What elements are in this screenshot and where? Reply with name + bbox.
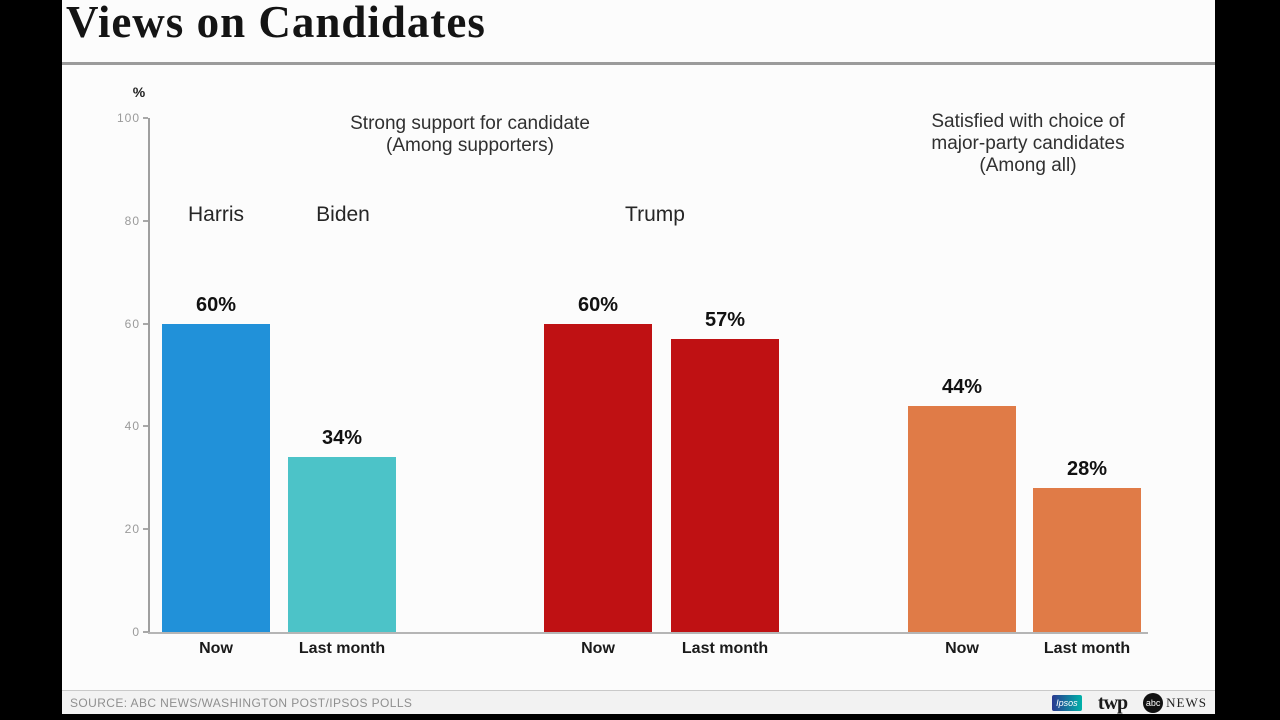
bar-value-label: 60% <box>577 293 619 316</box>
content-panel: Views on Candidates % 0 20 40 60 80 100 Stron… <box>62 0 1215 714</box>
y-tick-mark <box>143 322 148 325</box>
title-divider <box>62 62 1215 65</box>
x-axis-label: Last month <box>681 640 769 657</box>
bar-value-label: 34% <box>321 427 363 450</box>
bar-biden-last-month <box>288 457 396 632</box>
source-text: SOURCE: ABC NEWS/WASHINGTON POST/IPSOS P… <box>70 695 413 710</box>
page-title: Views on Candidates <box>66 0 486 47</box>
abc-news-wordmark: NEWS <box>1166 694 1207 710</box>
x-axis-line <box>148 632 1148 634</box>
candidate-label-harris: Harris <box>188 203 244 226</box>
y-tick-label-80: 80 <box>124 213 140 228</box>
group-header-line: (Among supporters) <box>386 135 554 156</box>
y-tick-label-20: 20 <box>124 522 140 537</box>
bar-value-label: 28% <box>1066 458 1108 481</box>
y-tick-mark <box>143 219 148 222</box>
abc-circle-icon: abc <box>1143 692 1164 713</box>
group-header-satisfied: Satisfied with choice of major-party can… <box>931 111 1124 177</box>
y-axis-unit-label: % <box>132 84 146 100</box>
candidate-label-biden: Biden <box>316 203 370 226</box>
candidate-label-trump: Trump <box>625 203 685 226</box>
bar-trump-last-month <box>671 339 779 632</box>
bar-value-label: 57% <box>704 309 746 332</box>
y-tick-label-0: 0 <box>132 625 140 639</box>
y-axis-line <box>148 118 150 632</box>
abc-news-logo: abc NEWS <box>1143 692 1207 713</box>
bar-value-label: 44% <box>941 375 983 398</box>
bar-trump-now <box>544 323 652 632</box>
y-tick-mark <box>143 631 148 633</box>
y-tick-mark <box>143 117 148 119</box>
x-axis-label: Now <box>581 640 615 657</box>
bar-value-label: 60% <box>195 293 237 316</box>
x-axis-label: Last month <box>1043 640 1131 657</box>
y-tick-label-100: 100 <box>116 111 140 125</box>
group-header-line: Satisfied with choice of <box>931 111 1125 132</box>
source-bar: SOURCE: ABC NEWS/WASHINGTON POST/IPSOS P… <box>62 690 1215 714</box>
washington-post-logo: twp <box>1097 691 1128 714</box>
group-header-line: major-party candidates <box>931 133 1125 154</box>
x-axis-label: Now <box>945 640 979 657</box>
x-axis-label: Last month <box>298 640 386 657</box>
y-tick-mark <box>143 425 148 428</box>
bar-satisfied-last-month <box>1033 488 1141 632</box>
group-header-strong-support: Strong support for candidate (Among supp… <box>350 113 590 157</box>
logo-row: Ipsos twp abc NEWS <box>1051 691 1215 714</box>
x-axis-label: Now <box>199 640 233 657</box>
group-header-line: (Among all) <box>979 155 1077 176</box>
group-header-line: Strong support for candidate <box>350 113 590 134</box>
y-tick-label-40: 40 <box>124 419 140 434</box>
bar-satisfied-now <box>908 405 1016 632</box>
bar-harris-now <box>162 323 270 632</box>
y-tick-mark <box>143 528 148 531</box>
ipsos-logo: Ipsos <box>1051 694 1082 711</box>
y-tick-label-60: 60 <box>124 316 140 331</box>
